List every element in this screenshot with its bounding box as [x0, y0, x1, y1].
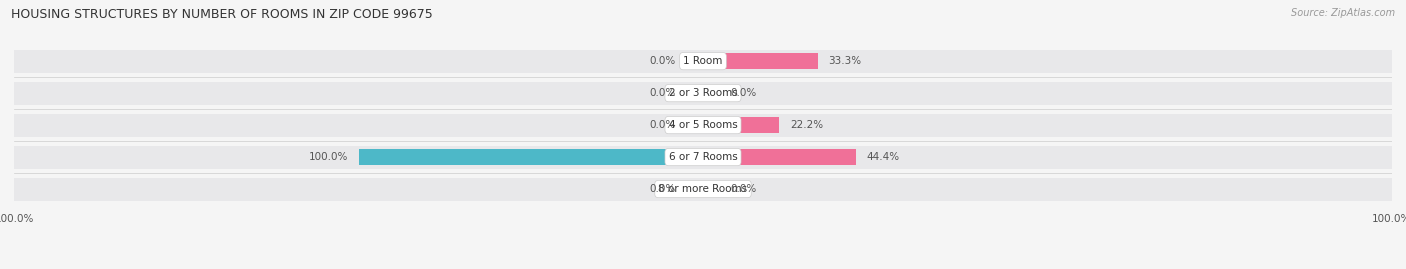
Bar	[686, 53, 703, 69]
Text: 0.0%: 0.0%	[650, 56, 675, 66]
Text: Source: ZipAtlas.com: Source: ZipAtlas.com	[1291, 8, 1395, 18]
Text: 1 Room: 1 Room	[683, 56, 723, 66]
Text: 0.0%: 0.0%	[650, 184, 675, 194]
Bar	[14, 49, 1392, 73]
Text: 44.4%: 44.4%	[866, 152, 900, 162]
Bar	[14, 146, 1392, 169]
Bar	[14, 178, 1392, 201]
Text: 2 or 3 Rooms: 2 or 3 Rooms	[669, 88, 737, 98]
Text: 4 or 5 Rooms: 4 or 5 Rooms	[669, 120, 737, 130]
Text: 0.0%: 0.0%	[650, 88, 675, 98]
Bar	[703, 149, 856, 165]
Bar	[686, 181, 703, 197]
Bar	[359, 149, 703, 165]
Bar	[703, 53, 818, 69]
Bar	[14, 114, 1392, 137]
Text: 33.3%: 33.3%	[828, 56, 860, 66]
Bar	[703, 85, 720, 101]
Text: 0.0%: 0.0%	[731, 88, 756, 98]
Bar	[14, 82, 1392, 105]
Text: 100.0%: 100.0%	[309, 152, 349, 162]
Bar	[703, 181, 720, 197]
Text: 8 or more Rooms: 8 or more Rooms	[658, 184, 748, 194]
Text: 0.0%: 0.0%	[731, 184, 756, 194]
Bar	[703, 117, 779, 133]
Text: HOUSING STRUCTURES BY NUMBER OF ROOMS IN ZIP CODE 99675: HOUSING STRUCTURES BY NUMBER OF ROOMS IN…	[11, 8, 433, 21]
Text: 0.0%: 0.0%	[650, 120, 675, 130]
Text: 6 or 7 Rooms: 6 or 7 Rooms	[669, 152, 737, 162]
Bar	[686, 85, 703, 101]
Text: 22.2%: 22.2%	[790, 120, 823, 130]
Bar	[686, 117, 703, 133]
